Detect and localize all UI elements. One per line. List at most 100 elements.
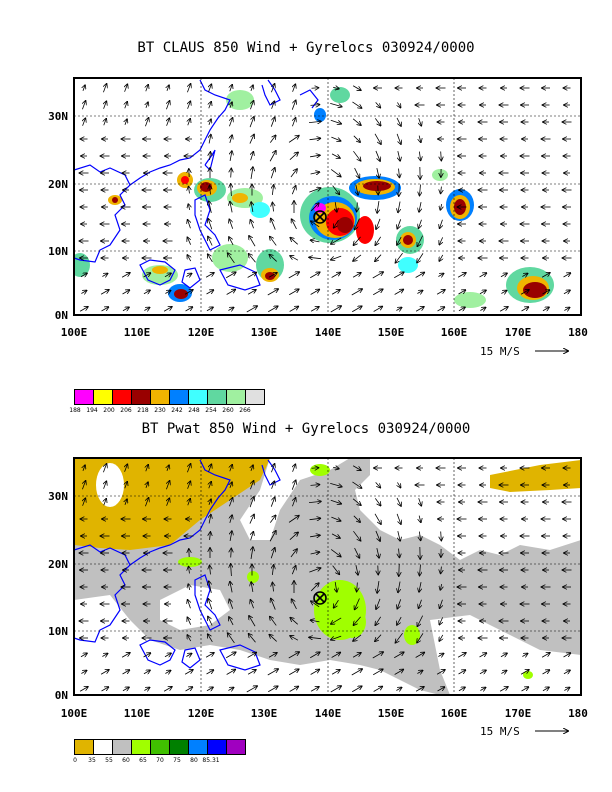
wind-arrow	[417, 671, 422, 674]
precipitable-water-shading	[74, 458, 581, 695]
wind-arrow	[355, 598, 360, 610]
lon-label: 130E	[251, 707, 278, 720]
wind-arrow	[229, 237, 234, 246]
wind-arrow	[230, 151, 232, 161]
wind-arrow	[521, 687, 529, 692]
wind-arrow	[375, 482, 381, 487]
wind-arrow	[205, 273, 214, 278]
lon-label: 150E	[378, 326, 405, 339]
wind-arrow	[226, 272, 236, 279]
wind-arrow	[352, 481, 361, 488]
wind-arrow	[272, 583, 273, 592]
wind-arrow	[167, 118, 170, 126]
wind-arrow	[440, 583, 441, 590]
wind-arrow	[229, 599, 234, 609]
lon-label: 160E	[441, 326, 468, 339]
legend-swatch	[74, 389, 94, 405]
wind-arrow	[417, 291, 422, 294]
wind-arrow	[419, 135, 421, 143]
wind-arrow	[246, 686, 257, 693]
wind-arrow	[396, 308, 401, 311]
wind-arrow	[310, 307, 319, 312]
wind-arrow	[122, 687, 129, 690]
wind-arrow	[377, 168, 379, 178]
wind-arrow	[270, 497, 275, 507]
wind-arrow	[330, 169, 341, 176]
wind-arrow	[440, 203, 441, 210]
wind-arrow	[352, 653, 361, 658]
wind-arrow	[247, 670, 256, 675]
legend-label: 260	[222, 407, 234, 414]
panel1-title: BT CLAUS 850 Wind + Gyrelocs 030924/0000	[137, 40, 475, 56]
wind-arrow	[375, 102, 381, 107]
wind-arrow	[331, 290, 340, 295]
wind-arrow	[269, 135, 275, 143]
wind-arrow	[395, 252, 403, 263]
wind-arrow	[441, 151, 442, 161]
wind-arrow	[291, 100, 296, 110]
wind-arrow	[372, 652, 383, 659]
wind-arrow	[249, 236, 256, 247]
wind-arrow	[332, 565, 340, 575]
wind-arrow	[419, 599, 422, 608]
wind-arrow	[419, 151, 420, 161]
wind-arrow	[330, 102, 342, 106]
wind-arrow	[331, 653, 341, 658]
wind-arrow	[184, 670, 193, 675]
lat-label: 10N	[48, 245, 68, 258]
wind-arrow	[188, 600, 191, 609]
wind-arrow	[310, 272, 320, 279]
wind-arrow	[209, 515, 211, 524]
wind-arrow	[310, 155, 320, 157]
wind-arrow	[100, 670, 109, 675]
wind-arrow	[520, 290, 529, 295]
legend-swatch	[169, 389, 189, 405]
wind-arrow	[125, 464, 128, 472]
wind-arrow	[210, 532, 211, 541]
wind-arrow	[230, 135, 232, 143]
wind-arrow	[331, 670, 340, 675]
wind-arrow	[397, 219, 402, 228]
legend-swatch	[207, 389, 227, 405]
wind-arrow	[208, 616, 213, 626]
wind-arrow	[563, 273, 571, 278]
wind-arrow	[330, 686, 341, 693]
wind-arrow	[187, 255, 190, 262]
wind-arrow	[144, 688, 149, 691]
wind-arrow	[272, 481, 275, 489]
wind-arrow	[353, 634, 362, 641]
wind-arrow	[396, 117, 401, 126]
wind-arrow	[268, 653, 277, 658]
wind-arrow	[310, 203, 319, 212]
lat-label: 10N	[48, 625, 68, 638]
wind-arrow	[125, 119, 127, 125]
wind-arrow	[563, 290, 570, 293]
wind-arrow	[309, 637, 322, 638]
wind-arrow	[353, 616, 361, 625]
wind-arrow	[399, 548, 400, 558]
legend-swatch	[226, 739, 246, 755]
wind-arrow	[499, 687, 508, 692]
wind-arrow	[289, 152, 298, 160]
wind-arrow	[419, 219, 422, 228]
wind-arrow	[188, 481, 191, 489]
wind-arrow	[103, 84, 106, 93]
wind-arrow	[352, 101, 361, 108]
wind-arrow	[438, 654, 443, 657]
wind-arrow	[101, 687, 109, 692]
wind-arrow	[228, 253, 235, 264]
wind-arrow	[125, 499, 127, 505]
wind-arrow	[249, 497, 254, 508]
wind-arrow	[210, 186, 211, 195]
wind-arrow	[377, 201, 379, 213]
wind-arrow	[231, 549, 232, 558]
wind-arrow	[247, 290, 256, 295]
legend-swatch	[112, 389, 132, 405]
wind-arrow	[396, 513, 401, 524]
legend-swatch	[188, 739, 208, 755]
wind-arrow	[398, 201, 400, 213]
claus-color-legend: 188 194 200 206 218 230 242 248 254 260 266	[69, 389, 265, 415]
wind-arrow	[187, 84, 190, 93]
wind-arrow	[331, 273, 341, 278]
wind-arrow	[330, 119, 341, 124]
